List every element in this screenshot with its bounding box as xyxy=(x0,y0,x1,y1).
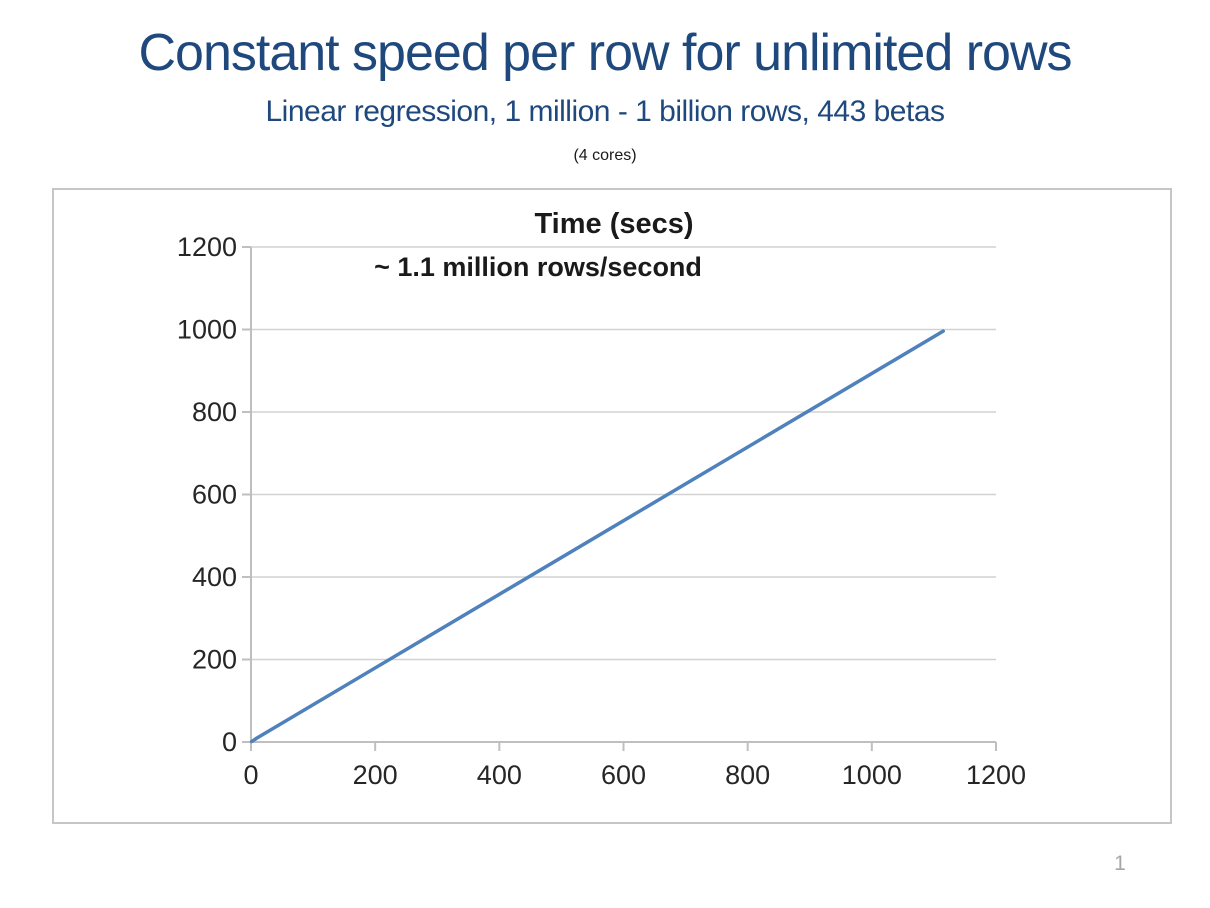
x-axis-tick-label: 0 xyxy=(243,760,258,790)
y-axis-tick-label: 200 xyxy=(192,645,237,675)
y-axis-tick-label: 1000 xyxy=(177,315,237,345)
y-axis-tick-label: 1200 xyxy=(177,232,237,262)
chart-title: Time (secs) xyxy=(534,208,694,240)
y-axis-tick-label: 400 xyxy=(192,562,237,592)
y-axis-tick-label: 0 xyxy=(222,727,237,757)
chart-area: 0 200 400 600 800 1000 1200 0 200 400 600 800 1000 12… xyxy=(52,188,1172,824)
x-axis-tick-label: 400 xyxy=(477,760,522,790)
x-axis-tick-label: 600 xyxy=(601,760,646,790)
x-axis-tick-label: 800 xyxy=(725,760,770,790)
slide-subtitle: Linear regression, 1 million - 1 billion… xyxy=(265,95,945,128)
y-axis-tick-label: 600 xyxy=(192,480,237,510)
data-line-time-secs- xyxy=(249,329,945,744)
cores-note: (4 cores) xyxy=(573,147,637,164)
chart-annotation: ~ 1.1 million rows/second xyxy=(374,252,702,282)
slide-title: Constant speed per row for unlimited row… xyxy=(138,24,1072,82)
page-number: 1 xyxy=(1114,852,1126,875)
x-axis-tick-label: 200 xyxy=(353,760,398,790)
y-axis-tick-label: 800 xyxy=(192,397,237,427)
chart-svg: 0 200 400 600 800 1000 1200 0 200 400 600 800 1000 12… xyxy=(177,232,1026,790)
x-axis-tick-label: 1000 xyxy=(842,760,902,790)
x-axis-tick-label: 1200 xyxy=(966,760,1026,790)
